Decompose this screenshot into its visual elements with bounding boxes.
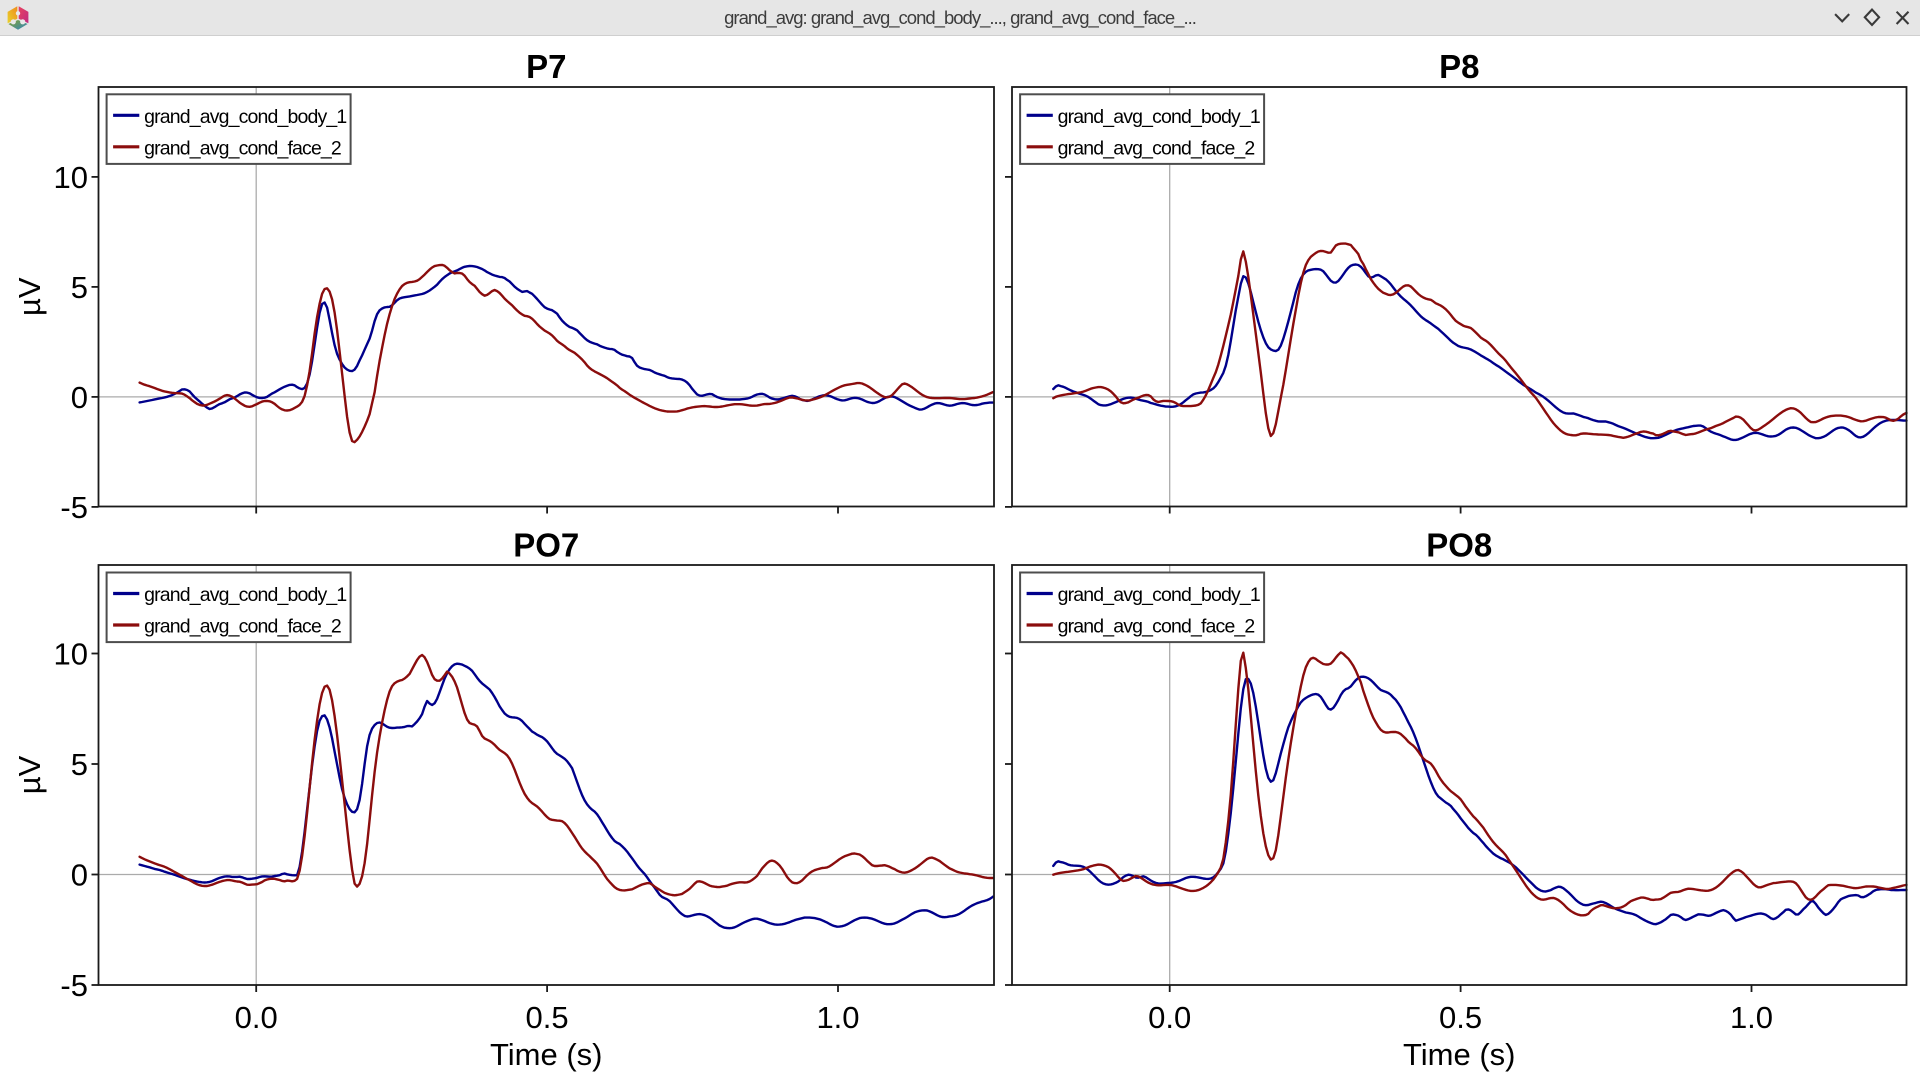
svg-text:10: 10 — [54, 160, 88, 195]
svg-text:5: 5 — [71, 747, 88, 782]
svg-text:0: 0 — [71, 380, 88, 415]
svg-text:P8: P8 — [1439, 48, 1479, 85]
svg-text:-5: -5 — [60, 490, 88, 525]
svg-text:P7: P7 — [526, 48, 566, 85]
svg-text:grand_avg_cond_face_2: grand_avg_cond_face_2 — [1058, 137, 1255, 159]
svg-text:10: 10 — [54, 637, 88, 672]
svg-text:0.5: 0.5 — [526, 1000, 569, 1035]
svg-text:grand_avg_cond_face_2: grand_avg_cond_face_2 — [144, 137, 341, 159]
svg-text:Time (s): Time (s) — [490, 1037, 603, 1072]
svg-text:µV: µV — [12, 277, 47, 316]
svg-text:grand_avg_cond_body_1: grand_avg_cond_body_1 — [1058, 106, 1260, 128]
svg-text:0.0: 0.0 — [1148, 1000, 1191, 1035]
svg-text:grand_avg_cond_body_1: grand_avg_cond_body_1 — [144, 584, 346, 606]
svg-text:PO7: PO7 — [513, 527, 579, 564]
svg-text:0.0: 0.0 — [235, 1000, 278, 1035]
svg-text:PO8: PO8 — [1426, 527, 1492, 564]
svg-text:5: 5 — [71, 270, 88, 305]
svg-text:grand_avg_cond_body_1: grand_avg_cond_body_1 — [144, 106, 346, 128]
svg-text:grand_avg_cond_face_2: grand_avg_cond_face_2 — [144, 616, 341, 638]
svg-text:Time (s): Time (s) — [1403, 1037, 1516, 1072]
svg-text:grand_avg_cond_body_1: grand_avg_cond_body_1 — [1058, 584, 1260, 606]
svg-text:1.0: 1.0 — [816, 1000, 859, 1035]
svg-text:1.0: 1.0 — [1730, 1000, 1773, 1035]
svg-text:grand_avg_cond_face_2: grand_avg_cond_face_2 — [1058, 616, 1255, 638]
svg-text:µV: µV — [12, 755, 47, 794]
svg-text:0.5: 0.5 — [1439, 1000, 1482, 1035]
svg-text:0: 0 — [71, 858, 88, 893]
svg-text:-5: -5 — [60, 968, 88, 1003]
